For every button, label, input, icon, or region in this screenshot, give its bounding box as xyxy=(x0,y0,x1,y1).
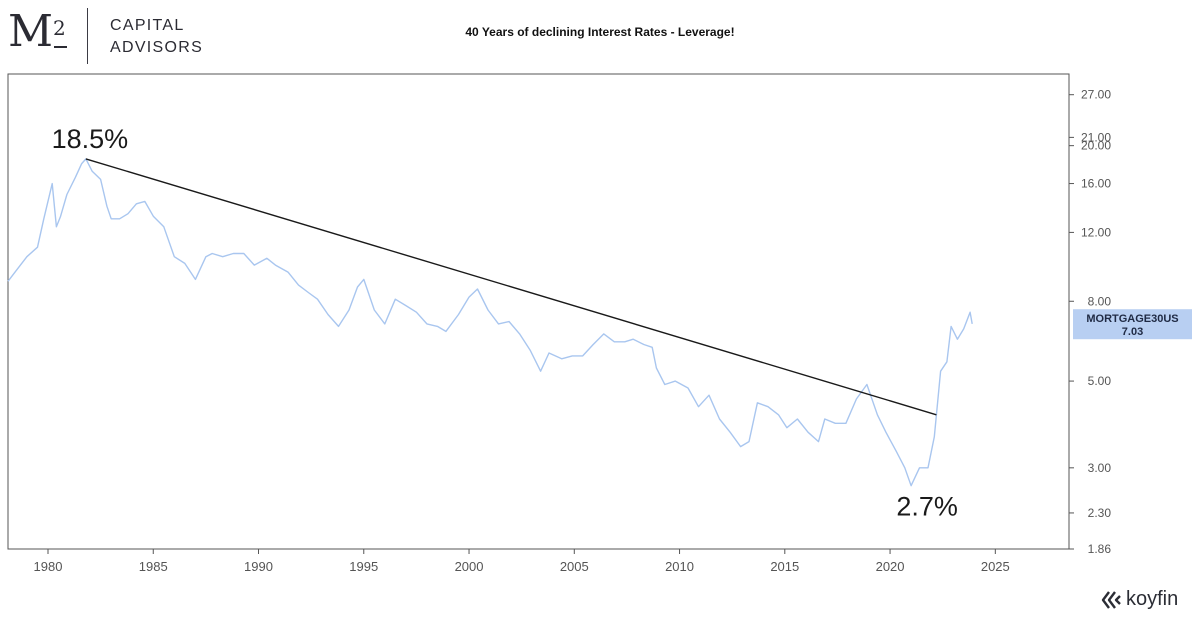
annotation-trough: 2.7% xyxy=(896,492,958,522)
x-tick-label: 2010 xyxy=(665,559,694,574)
logo-underline xyxy=(54,46,67,48)
koyfin-brand: koyfin xyxy=(1100,588,1178,611)
last-value-series-name: MORTGAGE30US xyxy=(1086,313,1178,325)
x-tick-label: 2005 xyxy=(560,559,589,574)
logo-divider xyxy=(87,8,88,64)
annotation-peak: 18.5% xyxy=(52,124,129,154)
y-tick-label: 3.00 xyxy=(1088,461,1112,475)
x-tick-label: 1995 xyxy=(349,559,378,574)
y-tick-label: 8.00 xyxy=(1088,294,1112,308)
x-tick-label: 2025 xyxy=(981,559,1010,574)
x-tick-label: 2000 xyxy=(455,559,484,574)
y-tick-label: 1.86 xyxy=(1088,542,1112,556)
trendline xyxy=(85,158,937,416)
y-tick-label: 21.00 xyxy=(1081,130,1111,144)
logo-line-1: CAPITAL xyxy=(110,17,185,34)
series-line-mortgage30us xyxy=(7,158,973,487)
x-tick-label: 1990 xyxy=(244,559,273,574)
y-tick-label: 27.00 xyxy=(1081,88,1111,102)
y-tick-label: 20.00 xyxy=(1081,139,1111,153)
x-tick-label: 2020 xyxy=(876,559,905,574)
y-tick-label: 12.00 xyxy=(1081,225,1111,239)
y-tick-label: 2.30 xyxy=(1088,506,1112,520)
logo-mark: M xyxy=(8,6,54,57)
x-tick-label: 1980 xyxy=(34,559,63,574)
x-tick-label: 1985 xyxy=(139,559,168,574)
y-tick-label: 5.00 xyxy=(1088,374,1112,388)
plot-frame xyxy=(7,73,1070,550)
company-logo: M 2 CAPITAL ADVISORS xyxy=(8,6,208,68)
last-value-number: 7.03 xyxy=(1122,326,1143,338)
y-tick-label: 16.00 xyxy=(1081,177,1111,191)
last-value-tag xyxy=(1073,309,1192,340)
brand-name: koyfin xyxy=(1126,588,1179,610)
logo-superscript: 2 xyxy=(53,16,66,40)
logo-line-2: ADVISORS xyxy=(110,39,204,56)
chart-title: 40 Years of declining Interest Rates - L… xyxy=(465,25,735,39)
x-tick-label: 2015 xyxy=(770,559,799,574)
koyfin-logo-icon xyxy=(1101,590,1121,609)
